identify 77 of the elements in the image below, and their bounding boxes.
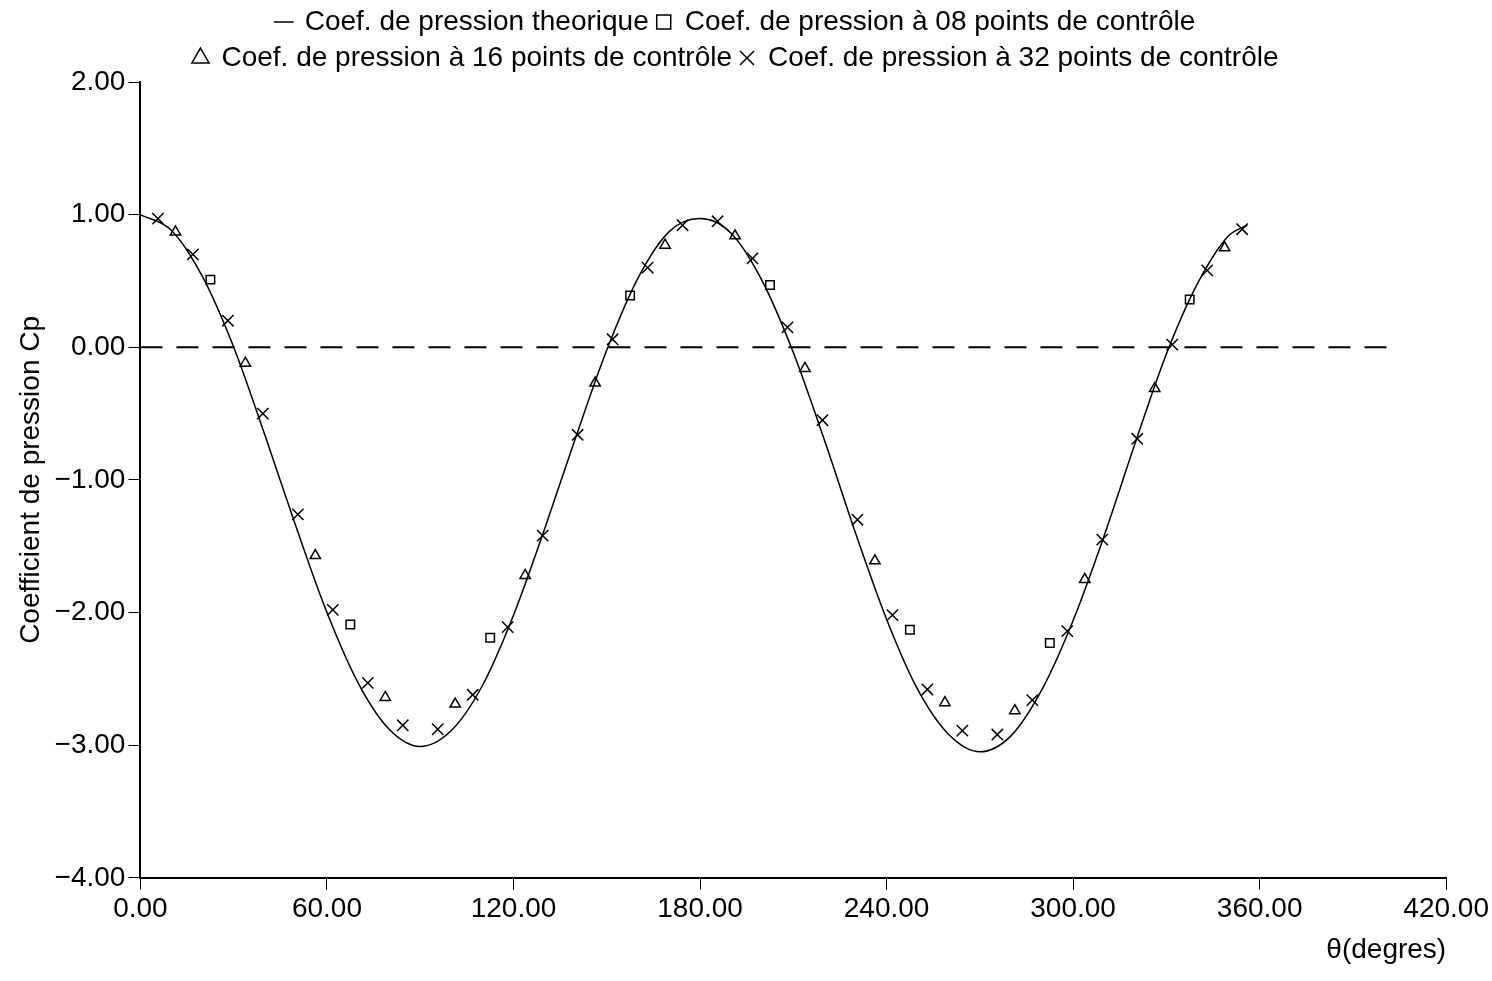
point — [955, 724, 969, 737]
x-tick-label: 180.00 — [657, 892, 743, 924]
point — [379, 690, 392, 702]
point — [851, 513, 864, 527]
point — [1095, 533, 1109, 546]
point — [169, 225, 182, 236]
point — [659, 238, 672, 249]
point — [1200, 263, 1214, 277]
point — [1184, 294, 1195, 305]
y-tick-label: 0.00 — [70, 329, 126, 361]
point — [485, 632, 496, 643]
point — [886, 608, 899, 622]
legend-label: Coef. de pression theorique — [304, 4, 649, 36]
point — [990, 728, 1004, 741]
point — [729, 229, 741, 240]
point — [1060, 624, 1074, 638]
point — [256, 407, 270, 420]
point — [291, 507, 305, 521]
point — [1165, 338, 1179, 352]
point — [765, 279, 775, 290]
point — [746, 252, 759, 265]
point — [606, 332, 620, 346]
point — [345, 619, 356, 630]
point — [799, 361, 811, 373]
point — [151, 212, 165, 226]
y-tick-label: −3.00 — [54, 727, 126, 759]
x-tick-label: 240.00 — [843, 892, 930, 924]
x-tick-label: 120.00 — [470, 892, 557, 924]
point — [1025, 693, 1039, 707]
point — [816, 413, 829, 427]
x-tick-label: 420.00 — [1403, 892, 1489, 924]
point — [221, 314, 235, 328]
x-tick-label: 360.00 — [1216, 892, 1303, 924]
point — [1218, 241, 1231, 252]
point — [1008, 703, 1021, 715]
x-tick-label: 300.00 — [1030, 892, 1116, 924]
point — [519, 568, 532, 580]
point — [501, 620, 515, 634]
point — [1235, 222, 1249, 236]
y-tick-label: 1.00 — [70, 197, 126, 229]
point — [868, 554, 881, 565]
point — [625, 290, 636, 301]
point — [431, 722, 445, 736]
point — [571, 428, 585, 442]
y-tick-label: −1.00 — [54, 462, 126, 494]
point — [396, 718, 410, 732]
point — [361, 676, 375, 690]
point — [449, 697, 462, 708]
y-tick-label: −4.00 — [54, 860, 126, 892]
point — [466, 688, 480, 702]
point — [239, 356, 252, 367]
point — [1148, 381, 1161, 393]
x-tick-label: 60.00 — [291, 892, 363, 924]
point — [589, 376, 602, 387]
y-tick-label: −2.00 — [54, 595, 126, 627]
point — [641, 261, 654, 275]
x-tick-label: 0.00 — [113, 892, 168, 924]
point — [711, 214, 724, 228]
legend-label: Coef. de pression à 16 points de contrôle — [221, 40, 733, 72]
point — [536, 529, 550, 543]
point — [938, 695, 951, 707]
point — [186, 248, 200, 261]
point — [326, 603, 340, 617]
point — [781, 320, 794, 334]
point — [1078, 572, 1091, 584]
point — [904, 624, 915, 635]
point — [309, 548, 322, 560]
legend-label: Coef. de pression à 08 points de contrôle — [684, 4, 1196, 36]
point — [920, 683, 934, 696]
x-axis-title: θ(degres) — [1326, 932, 1447, 964]
y-tick-label: 2.00 — [70, 64, 126, 96]
y-axis-title: Coefficient de pression Cp — [13, 315, 45, 644]
point — [1044, 638, 1055, 649]
legend-label: Coef. de pression à 32 points de contrôle — [768, 40, 1279, 72]
point — [205, 274, 216, 285]
point — [1130, 432, 1144, 446]
point — [676, 218, 689, 232]
